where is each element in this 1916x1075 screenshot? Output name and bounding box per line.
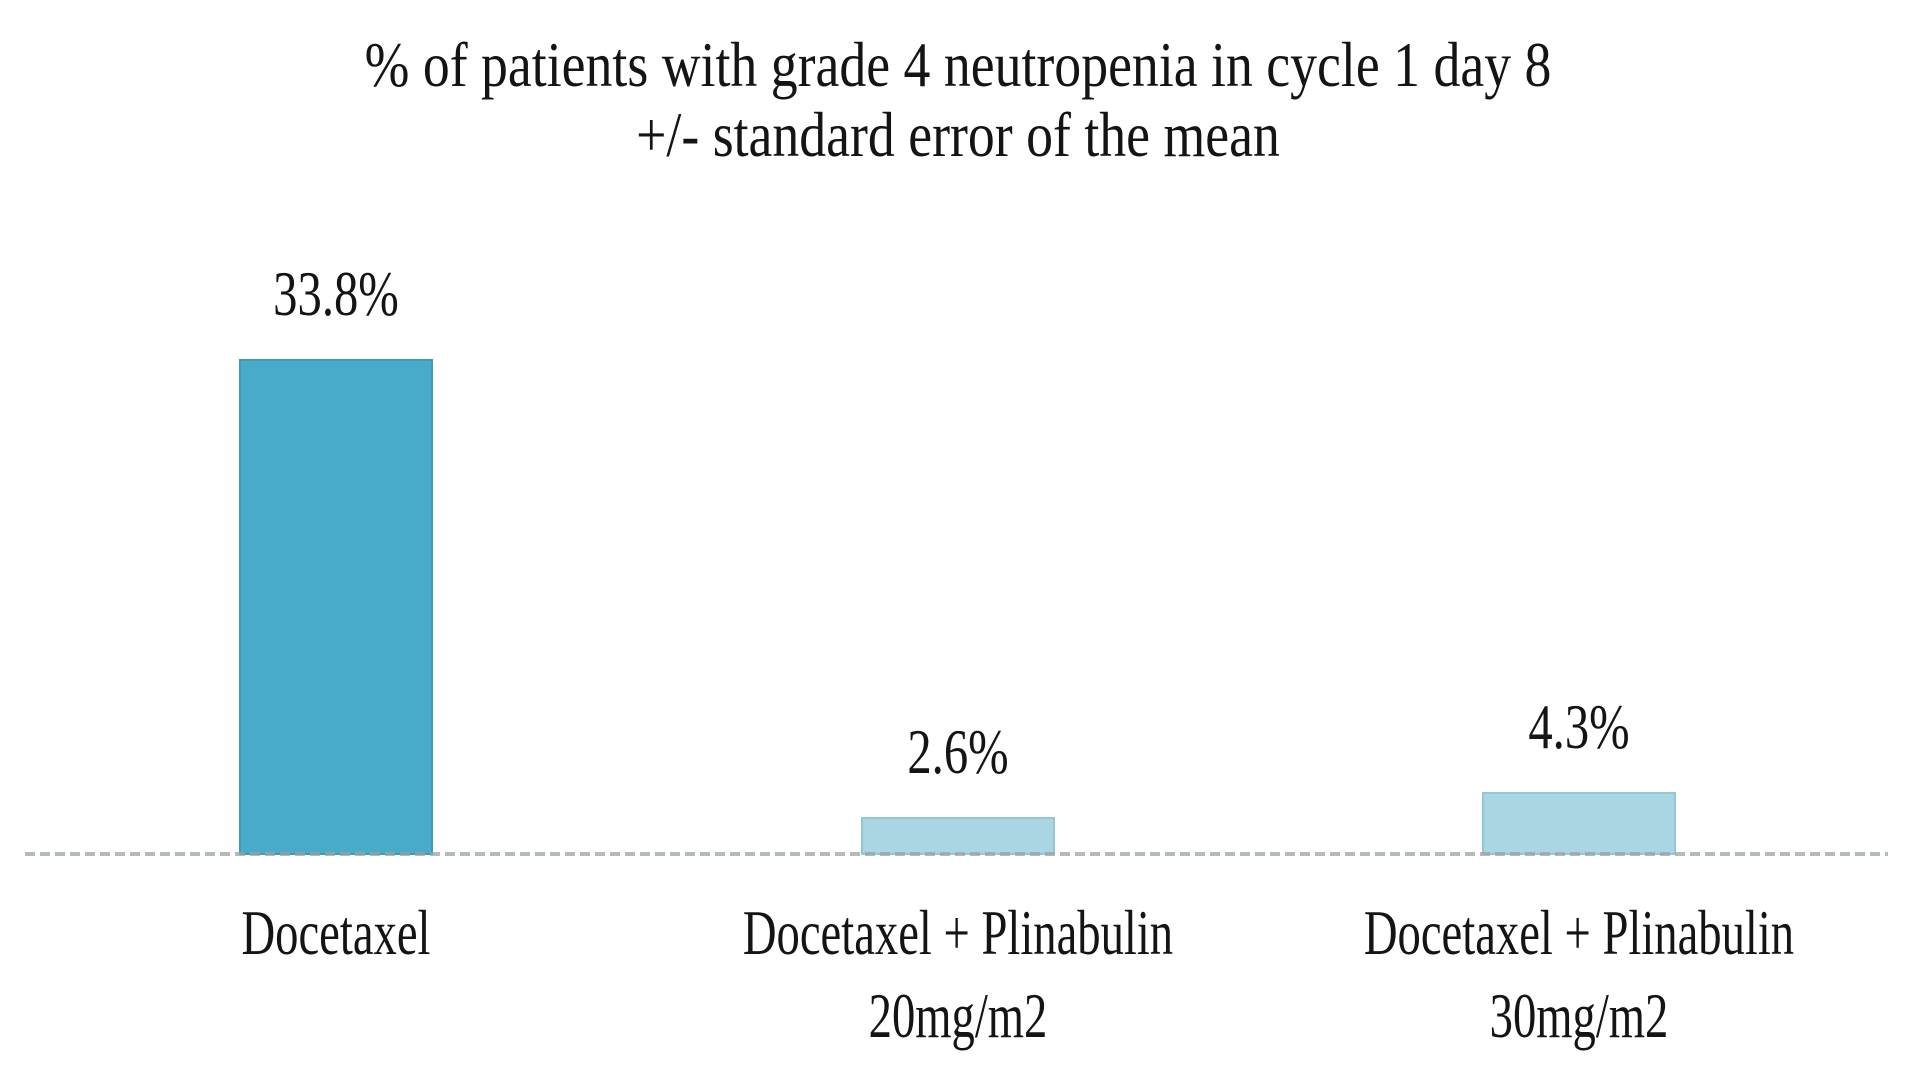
bar-value-label-3: 4.3% <box>1528 691 1630 762</box>
x-axis-category-label-line2: 20mg/m2 <box>868 981 1048 1051</box>
x-axis-category-label-1: Docetaxel <box>92 892 580 975</box>
bar-value-label-2: 2.6% <box>907 716 1009 787</box>
x-axis-category-label-3: Docetaxel + Plinabulin 30mg/m2 <box>1335 892 1823 1058</box>
x-axis-category-label-line1: Docetaxel <box>241 898 431 968</box>
chart-title-line2: +/- standard error of the mean <box>636 99 1280 170</box>
chart-title-line1: % of patients with grade 4 neutropenia i… <box>364 29 1552 100</box>
x-axis-category-label-line1: Docetaxel + Plinabulin <box>742 898 1174 968</box>
chart-title: % of patients with grade 4 neutropenia i… <box>153 30 1762 170</box>
x-axis-category-label-2: Docetaxel + Plinabulin 20mg/m2 <box>714 892 1202 1058</box>
plot-area: 33.8% 2.6% 4.3% <box>239 258 1676 855</box>
bar-2 <box>861 817 1055 855</box>
x-axis-category-label-line1: Docetaxel + Plinabulin <box>1363 898 1795 968</box>
x-axis-category-label-line2: 30mg/m2 <box>1489 981 1669 1051</box>
x-axis-line <box>25 852 1888 856</box>
bar-1 <box>239 359 433 855</box>
bar-value-label-1: 33.8% <box>273 258 399 329</box>
